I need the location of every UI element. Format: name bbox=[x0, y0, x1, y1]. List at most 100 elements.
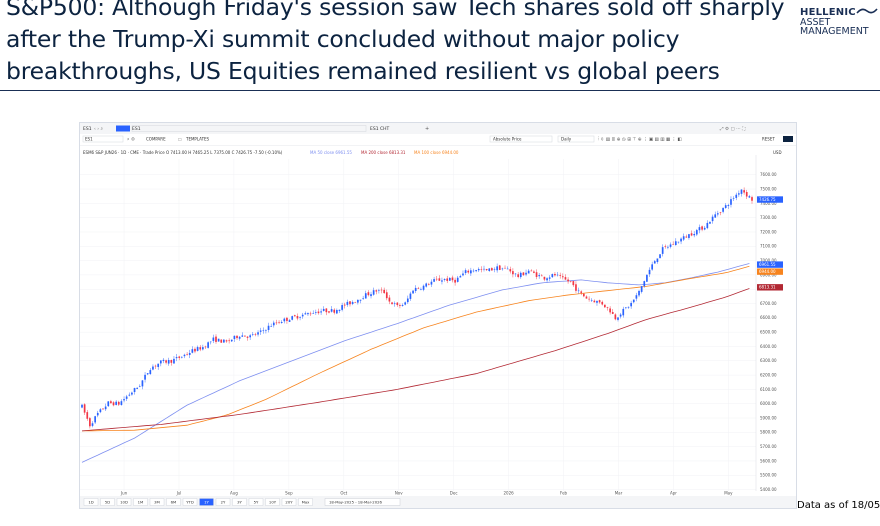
candle-body bbox=[740, 189, 743, 194]
candle-body bbox=[443, 279, 446, 280]
range-button[interactable] bbox=[149, 498, 165, 506]
reset-button[interactable]: RESET bbox=[762, 137, 775, 142]
ma-line-2 bbox=[81, 265, 750, 432]
price-tag-label: 6944.00 bbox=[759, 269, 776, 274]
price-type-select[interactable] bbox=[489, 135, 553, 143]
candle-body bbox=[672, 244, 675, 245]
candle-body bbox=[131, 392, 133, 395]
candle-body bbox=[364, 293, 367, 299]
range-button-label: 1M bbox=[138, 500, 144, 505]
range-button[interactable] bbox=[133, 498, 148, 506]
range-button-label: 3M bbox=[154, 500, 160, 505]
range-button[interactable] bbox=[281, 498, 297, 506]
candle-body bbox=[149, 370, 152, 375]
drawing-tools-icon[interactable]: ⫶ ⇳ ▤ ≣ ⊕ ◷ ⊞ ⊤ ⊕ ⋮ ▣ ▤ ▥ ▦ ⋮ ◧ bbox=[598, 137, 682, 143]
candle-body bbox=[653, 261, 656, 264]
candle-body bbox=[727, 205, 730, 207]
candle-body bbox=[577, 290, 580, 292]
candle-body bbox=[617, 317, 619, 320]
candle-body bbox=[564, 277, 567, 280]
templates-icon[interactable]: ▢ bbox=[178, 137, 182, 142]
range-button-label: 5Y bbox=[254, 500, 259, 505]
candle-body bbox=[506, 268, 509, 270]
candle-body bbox=[183, 354, 186, 357]
watch-symbol[interactable]: ES1 bbox=[132, 126, 141, 132]
candle-body bbox=[485, 269, 488, 271]
candle-body bbox=[422, 285, 425, 290]
range-button[interactable] bbox=[248, 498, 264, 506]
candle-body bbox=[230, 339, 233, 342]
candle-body bbox=[488, 268, 491, 272]
window-controls-icon[interactable]: ⤢ ⚙ ▢ ⋯ ⛶ bbox=[720, 126, 746, 132]
logo-wave-icon bbox=[856, 8, 878, 14]
candle-body bbox=[480, 269, 483, 270]
candle-body bbox=[491, 268, 493, 271]
candle-body bbox=[385, 292, 388, 299]
candle-body bbox=[751, 197, 753, 201]
candle-body bbox=[619, 314, 622, 317]
candle-body bbox=[425, 283, 428, 287]
range-button[interactable] bbox=[215, 498, 231, 506]
candle-body bbox=[569, 280, 572, 282]
candle-body bbox=[173, 358, 175, 364]
range-button[interactable] bbox=[166, 498, 181, 506]
candle-body bbox=[333, 309, 336, 313]
candle-body bbox=[446, 278, 449, 281]
candle-body bbox=[656, 258, 659, 262]
candle-body bbox=[546, 278, 548, 281]
headline-line-3: breakthroughs, US Equities remained resi… bbox=[6, 57, 720, 85]
candle-body bbox=[204, 346, 207, 348]
candle-body bbox=[417, 288, 420, 289]
candle-body bbox=[244, 335, 246, 337]
range-button[interactable] bbox=[83, 498, 99, 506]
range-button[interactable] bbox=[298, 498, 313, 506]
compare-button[interactable]: COMPARE bbox=[146, 137, 166, 142]
range-button[interactable] bbox=[100, 498, 115, 506]
candle-body bbox=[296, 316, 299, 319]
tab-2[interactable]: ES1 CHT bbox=[370, 126, 390, 132]
range-button[interactable] bbox=[182, 498, 198, 506]
y-tick-label: 7100.00 bbox=[760, 244, 777, 249]
candle-body bbox=[409, 293, 412, 299]
candle-body bbox=[543, 276, 546, 280]
candle-body bbox=[291, 316, 294, 320]
candle-body bbox=[475, 270, 477, 272]
search-icon[interactable]: ⌕ ⚙ bbox=[127, 137, 135, 143]
interval-select[interactable] bbox=[557, 135, 595, 143]
candle-body bbox=[630, 302, 632, 307]
range-button[interactable] bbox=[199, 498, 214, 506]
candle-body bbox=[257, 332, 259, 335]
nav-arrows-icon[interactable]: ‹ › ⌕ bbox=[94, 127, 103, 132]
chart-symbol-field[interactable] bbox=[82, 135, 124, 143]
range-button[interactable] bbox=[116, 498, 132, 506]
toolbar-symbol[interactable]: ES1 bbox=[83, 126, 92, 132]
candle-body bbox=[393, 303, 396, 305]
date-range-input[interactable] bbox=[324, 498, 401, 506]
add-tab-icon[interactable]: + bbox=[425, 126, 429, 132]
candle-body bbox=[472, 270, 475, 272]
candle-body bbox=[462, 273, 464, 276]
x-tick-label: Jun bbox=[120, 491, 128, 496]
y-axis: 5400.00 5500.00 5600.00 5700.00 5800.00 5900.… bbox=[755, 155, 777, 492]
x-tick-label: Mar bbox=[615, 491, 623, 496]
candle-body bbox=[133, 388, 136, 393]
candle-body bbox=[627, 306, 630, 308]
price-type-value: Absolute Price bbox=[493, 137, 522, 142]
range-button[interactable] bbox=[232, 498, 247, 506]
candle-body bbox=[669, 244, 672, 247]
candle-body bbox=[420, 288, 422, 290]
templates-button[interactable]: TEMPLATES bbox=[185, 137, 210, 142]
y-tick-label: 6200.00 bbox=[760, 372, 777, 377]
chart-tab-active[interactable] bbox=[116, 125, 130, 132]
candle-body bbox=[693, 233, 696, 236]
chart-symbol-label: ES1 bbox=[85, 137, 93, 142]
candle-body bbox=[241, 335, 244, 337]
candle-body bbox=[89, 418, 91, 427]
symbol-search-input[interactable] bbox=[131, 125, 367, 132]
candle-body bbox=[251, 334, 254, 335]
candle-body bbox=[180, 356, 183, 358]
range-button[interactable] bbox=[265, 498, 280, 506]
candle-body bbox=[464, 270, 467, 274]
chart-screenshot: ES1 ‹ › ⌕ ES1 ES1 CHT + ⤢ ⚙ ▢ ⋯ ⛶ ES1 ⌕ … bbox=[79, 122, 797, 509]
candle-body bbox=[94, 416, 96, 423]
